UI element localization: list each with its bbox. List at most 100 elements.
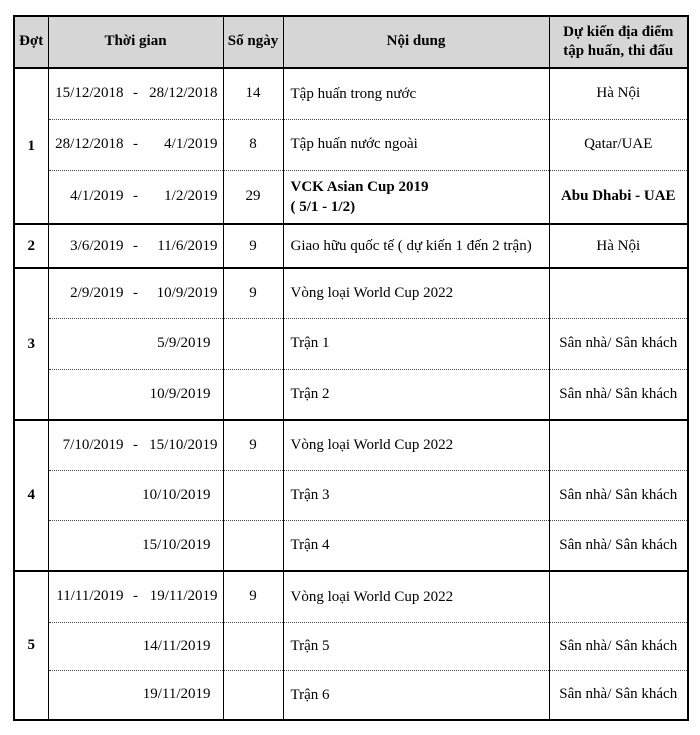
- time-cell: 15/12/2018 - 28/12/2018: [47, 67, 224, 119]
- col-header-phase: Đợt: [13, 15, 49, 69]
- content-cell: Trận 6: [282, 669, 550, 720]
- time-cell: 2/9/2019 - 10/9/2019: [47, 267, 224, 318]
- time-separator: -: [133, 136, 138, 152]
- schedule-table-container: Đợt Thời gian Số ngày Nội dung Dự kiến đ…: [13, 15, 689, 721]
- schedule-row: 5 11/11/2019 - 19/11/2019 9 Vòng loại Wo…: [13, 570, 689, 720]
- days-cell: 29: [222, 169, 284, 224]
- time-start: 3/6/2019: [70, 237, 124, 254]
- days-cell: 9: [222, 570, 284, 622]
- col-header-days: Số ngày: [222, 15, 284, 69]
- content-cell: Trận 5: [282, 621, 550, 670]
- content-text: Tập huấn nước ngoài: [290, 136, 418, 153]
- time-cell: 4/1/2019 - 1/2/2019: [47, 169, 224, 224]
- time-separator: -: [133, 188, 138, 205]
- content-text: Trận 3: [290, 486, 330, 503]
- content-cell: Vòng loại World Cup 2022: [282, 570, 550, 622]
- time-cell: 7/10/2019 - 15/10/2019: [47, 419, 224, 470]
- time-end: 19/11/2019: [149, 588, 218, 605]
- location-cell: Sân nhà/ Sân khách: [548, 621, 689, 670]
- time-end: 11/6/2019: [157, 237, 218, 254]
- schedule-row: 4 7/10/2019 - 15/10/2019 9 Vòng loại Wor…: [13, 419, 689, 571]
- days-cell: [222, 621, 284, 670]
- content-cell: Trận 1: [282, 317, 550, 369]
- days-cell: [222, 368, 284, 420]
- content-text-line2: ( 5/1 - 1/2): [290, 198, 356, 215]
- schedule-row: 10/10/2019 Trận 3 Sân nhà/ Sân khách: [14, 469, 689, 520]
- location-cell: Hà Nội: [548, 223, 689, 268]
- col-header-time: Thời gian: [47, 15, 224, 69]
- days-cell: [222, 469, 284, 520]
- time-separator: -: [133, 436, 138, 453]
- col-header-content: Nội dung: [282, 15, 550, 69]
- time-cell: 3/6/2019 - 11/6/2019: [47, 223, 224, 268]
- location-cell: Qatar/UAE: [548, 118, 689, 170]
- time-end: 28/12/2018: [149, 85, 218, 102]
- content-text: Vòng loại World Cup 2022: [290, 285, 454, 302]
- content-text: Tập huấn trong nước: [290, 85, 417, 102]
- location-cell: [548, 267, 689, 318]
- content-cell: Trận 4: [282, 519, 550, 571]
- phase-cell: 1: [13, 67, 49, 224]
- time-single: 10/10/2019: [142, 486, 211, 503]
- days-cell: 8: [222, 118, 284, 170]
- time-single: 14/11/2019: [142, 637, 211, 654]
- phase-cell: 2: [13, 223, 49, 268]
- days-cell: 9: [222, 267, 284, 318]
- content-cell: VCK Asian Cup 2019 ( 5/1 - 1/2): [282, 169, 550, 224]
- time-cell: 10/10/2019: [47, 469, 224, 520]
- time-end: 4/1/2019: [164, 136, 218, 152]
- days-cell: 14: [222, 67, 284, 119]
- content-cell: Vòng loại World Cup 2022: [282, 267, 550, 318]
- content-cell: Tập huấn trong nước: [282, 67, 550, 119]
- phase-cell: 4: [13, 419, 49, 571]
- schedule-row: 1 15/12/2018 - 28/12/2018 14 Tập huấn tr…: [13, 67, 689, 224]
- time-single: 15/10/2019: [142, 536, 211, 553]
- phase-cell: 5: [13, 570, 49, 720]
- time-end: 15/10/2019: [149, 436, 218, 453]
- time-cell: 11/11/2019 - 19/11/2019: [47, 570, 224, 622]
- col-header-location: Dự kiến địa điểm tập huấn, thi đấu: [548, 15, 689, 69]
- days-cell: 9: [222, 223, 284, 268]
- schedule-table: Đợt Thời gian Số ngày Nội dung Dự kiến đ…: [13, 15, 689, 721]
- days-cell: [222, 669, 284, 720]
- content-cell: Tập huấn nước ngoài: [282, 118, 550, 170]
- time-single: 19/11/2019: [142, 686, 211, 703]
- phase-cell: 3: [13, 267, 49, 420]
- days-cell: [222, 317, 284, 369]
- time-end: 1/2/2019: [164, 188, 218, 205]
- time-start: 7/10/2019: [62, 436, 124, 453]
- time-separator: -: [133, 85, 138, 102]
- schedule-row: 10/9/2019 Trận 2 Sân nhà/ Sân khách: [14, 368, 689, 420]
- schedule-row: 19/11/2019 Trận 6 Sân nhà/ Sân khách: [14, 669, 689, 720]
- time-cell: 10/9/2019: [47, 368, 224, 420]
- location-cell: [548, 419, 689, 470]
- content-cell: Trận 3: [282, 469, 550, 520]
- content-cell: Vòng loại World Cup 2022: [282, 419, 550, 470]
- schedule-row: 5/9/2019 Trận 1 Sân nhà/ Sân khách: [14, 317, 689, 369]
- content-text: Vòng loại World Cup 2022: [290, 437, 454, 454]
- time-separator: -: [133, 237, 138, 254]
- content-cell: Giao hữu quốc tế ( dự kiến 1 đến 2 trận): [282, 223, 550, 268]
- time-start: 15/12/2018: [55, 85, 124, 102]
- content-text: Trận 6: [290, 686, 330, 703]
- time-cell: 15/10/2019: [47, 519, 224, 571]
- table-header: Đợt Thời gian Số ngày Nội dung Dự kiến đ…: [13, 15, 689, 69]
- schedule-row: 28/12/2018 - 4/1/2019 8 Tập huấn nước ng…: [14, 118, 689, 170]
- content-text: Giao hữu quốc tế ( dự kiến 1 đến 2 trận): [290, 237, 532, 254]
- content-cell: Trận 2: [282, 368, 550, 420]
- location-cell: [548, 570, 689, 622]
- content-text: Vòng loại World Cup 2022: [290, 588, 454, 605]
- days-cell: [222, 519, 284, 571]
- content-text: Trận 5: [290, 637, 330, 654]
- time-end: 10/9/2019: [156, 284, 218, 301]
- time-single: 10/9/2019: [149, 385, 211, 402]
- location-cell: Sân nhà/ Sân khách: [548, 368, 689, 420]
- location-cell: Hà Nội: [548, 67, 689, 119]
- content-text: Trận 1: [290, 335, 330, 352]
- location-cell: Abu Dhabi - UAE: [548, 169, 689, 224]
- time-start: 4/1/2019: [70, 188, 124, 205]
- location-cell: Sân nhà/ Sân khách: [548, 469, 689, 520]
- time-separator: -: [133, 588, 138, 605]
- location-cell: Sân nhà/ Sân khách: [548, 519, 689, 571]
- location-cell: Sân nhà/ Sân khách: [548, 317, 689, 369]
